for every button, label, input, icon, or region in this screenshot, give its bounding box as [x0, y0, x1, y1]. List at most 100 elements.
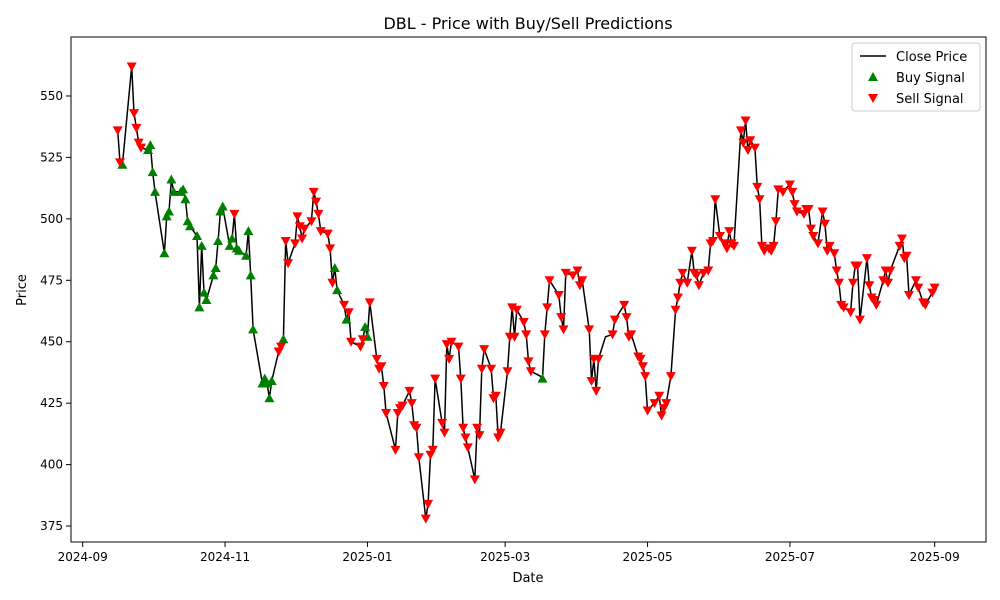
sell-signal-marker [462, 443, 473, 453]
sell-signal-marker [677, 268, 688, 278]
y-tick-label: 450 [40, 335, 63, 349]
sell-signal-marker [486, 364, 497, 374]
sell-signal-marker [343, 308, 354, 318]
x-tick-label: 2024-11 [200, 550, 250, 564]
sell-signal-marker [929, 283, 940, 293]
y-tick-label: 550 [40, 89, 63, 103]
sell-signal-marker [439, 428, 450, 438]
buy-signal-marker [180, 194, 191, 204]
sell-signal-marker [878, 276, 889, 286]
buy-signal-marker [217, 201, 228, 211]
sell-signal-markers [112, 62, 940, 524]
buy-signal-marker [227, 233, 238, 243]
sell-signal-marker [567, 271, 578, 281]
sell-signal-marker [847, 278, 858, 288]
buy-signal-marker [143, 145, 154, 155]
sell-signal-marker [845, 308, 856, 318]
sell-signal-marker [283, 259, 294, 269]
sell-signal-marker [411, 423, 422, 433]
sell-signal-marker [327, 278, 338, 288]
sell-signal-marker [474, 431, 485, 441]
sell-signal-marker [920, 300, 931, 310]
sell-signal-marker [838, 303, 849, 313]
sell-signal-marker [423, 499, 434, 509]
sell-signal-marker [133, 138, 144, 148]
buy-signal-marker [243, 226, 254, 236]
sell-signal-marker [901, 251, 912, 261]
sell-signal-marker [556, 313, 567, 323]
sell-signal-marker [910, 276, 921, 286]
sell-signal-marker [740, 116, 751, 126]
sell-signal-marker [742, 146, 753, 156]
sell-signal-marker [311, 197, 322, 207]
sell-signal-marker [770, 217, 781, 227]
buy-signal-marker [234, 245, 245, 255]
sell-signal-marker [864, 281, 875, 291]
sell-signal-marker [817, 207, 828, 217]
sell-signal-marker [803, 205, 814, 215]
sell-signal-marker [502, 367, 513, 377]
sell-signal-marker [896, 234, 907, 244]
buy-signal-marker [329, 262, 340, 272]
sell-signal-marker [577, 276, 588, 286]
buy-signal-marker [164, 206, 175, 216]
sell-signal-marker [885, 266, 896, 276]
sell-signal-marker [315, 227, 326, 237]
sell-signal-marker [322, 229, 333, 239]
x-tick-label: 2025-07 [765, 550, 815, 564]
sell-signal-marker [691, 271, 702, 281]
sell-signal-marker [591, 386, 602, 396]
sell-signal-marker [654, 391, 665, 401]
sell-signal-marker [640, 372, 651, 382]
sell-signal-marker [714, 232, 725, 242]
sell-signal-marker [112, 126, 123, 136]
buy-signal-marker [224, 240, 235, 250]
buy-signal-marker [194, 302, 205, 312]
sell-signal-marker [136, 143, 147, 153]
sell-signal-marker [364, 298, 375, 308]
sell-signal-marker [357, 335, 368, 345]
y-tick-label: 425 [40, 396, 63, 410]
sell-signal-marker [390, 445, 401, 455]
sell-signal-marker [460, 433, 471, 443]
sell-signal-marker [511, 305, 522, 315]
sell-signal-marker [854, 315, 865, 325]
sell-signal-marker [306, 217, 317, 227]
sell-signal-marker [525, 367, 536, 377]
buy-signal-marker [332, 285, 343, 295]
x-axis-label: Date [512, 571, 543, 586]
sell-signal-marker [308, 187, 319, 197]
sell-signal-marker [129, 109, 140, 119]
x-tick-label: 2024-09 [58, 550, 108, 564]
sell-signal-marker [805, 224, 816, 234]
sell-signal-marker [819, 219, 830, 229]
sell-signal-marker [507, 303, 518, 313]
sell-signal-marker [656, 411, 667, 421]
sell-signal-marker [523, 357, 534, 367]
buy-signal-marker [245, 270, 256, 280]
sell-signal-marker [894, 241, 905, 251]
sell-signal-marker [446, 337, 457, 347]
sell-signal-marker [371, 354, 382, 364]
sell-signal-marker [518, 318, 529, 328]
y-tick-label: 475 [40, 273, 63, 287]
sell-signal-marker [719, 239, 730, 249]
sell-signal-marker [355, 342, 366, 352]
sell-signal-marker [397, 401, 408, 411]
buy-signal-marker [196, 240, 207, 250]
sell-signal-marker [903, 291, 914, 301]
sell-signal-marker [861, 254, 872, 264]
y-tick-label: 400 [40, 458, 63, 472]
legend-buy-label: Buy Signal [896, 71, 965, 86]
sell-signal-marker [833, 278, 844, 288]
sell-signal-marker [430, 374, 441, 384]
buy-signal-marker [199, 287, 210, 297]
buy-signal-marker [215, 206, 226, 216]
buy-signal-marker [185, 221, 196, 231]
sell-signal-marker [413, 453, 424, 463]
buy-signal-marker [150, 186, 161, 196]
sell-signal-marker [703, 266, 714, 276]
legend: Close Price Buy Signal Sell Signal [851, 42, 981, 112]
buy-signal-marker [159, 248, 170, 258]
sell-signal-marker [593, 354, 604, 364]
